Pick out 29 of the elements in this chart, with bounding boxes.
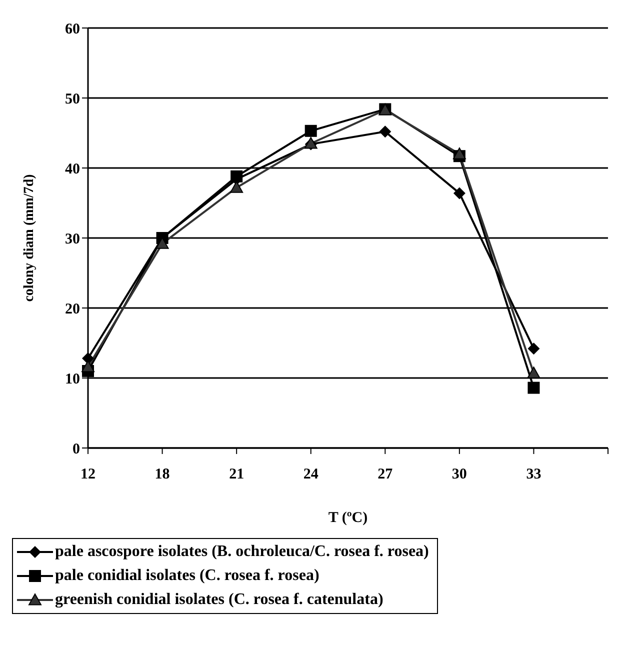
y-tick-label: 60	[65, 21, 80, 38]
y-axis-title: colony diam (mm/7d)	[22, 174, 37, 302]
point	[453, 187, 466, 200]
y-tick-label: 0	[72, 441, 80, 458]
x-tick-label: 12	[80, 466, 96, 483]
x-tick-label: 27	[378, 466, 394, 483]
x-tick-label: 18	[154, 466, 170, 483]
legend-label: pale ascospore isolates (B. ochroleuca/C. rosea f. rosea)	[55, 543, 429, 561]
y-tick-label: 50	[65, 91, 80, 108]
point	[230, 181, 244, 193]
point	[527, 366, 540, 378]
y-tick-label: 30	[65, 231, 80, 248]
x-tick-label: 30	[452, 466, 467, 483]
x-axis-title: T (ºC)	[328, 510, 368, 526]
point	[156, 237, 169, 249]
point	[230, 170, 243, 182]
point	[528, 342, 540, 355]
x-tick-label: 33	[526, 466, 542, 483]
x-tick-label: 24	[303, 466, 319, 483]
y-tick-label: 20	[65, 301, 80, 318]
point	[379, 126, 392, 138]
legend-label: pale conidial isolates (C. rosea f. rosea)	[55, 567, 320, 585]
legend-label: greenish conidial isolates (C. rosea f. catenulata)	[55, 591, 384, 609]
x-tick-label: 21	[229, 466, 244, 483]
point	[528, 382, 540, 394]
point	[452, 148, 466, 160]
point	[304, 124, 317, 137]
y-tick-label: 40	[65, 161, 80, 178]
y-tick-label: 10	[65, 371, 80, 388]
